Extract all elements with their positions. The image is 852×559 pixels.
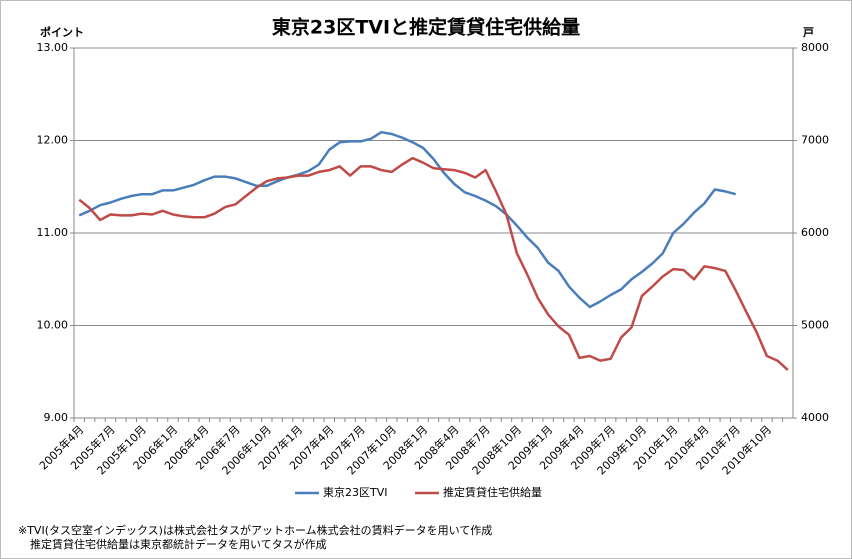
footnote: 推定賃貸住宅供給量は東京都統計データを用いてタスが作成 bbox=[30, 537, 327, 551]
y2-tick-label: 5000 bbox=[801, 319, 829, 332]
y-axis-label: ポイント bbox=[40, 25, 84, 39]
y-tick-label: 11.00 bbox=[37, 226, 69, 239]
y2-tick-label: 8000 bbox=[801, 41, 829, 54]
y-tick-label: 10.00 bbox=[37, 319, 69, 332]
chart-title: 東京23区TVIと推定賃貸住宅供給量 bbox=[272, 16, 580, 39]
legend-label: 東京23区TVI bbox=[323, 485, 388, 499]
y2-tick-label: 6000 bbox=[801, 226, 829, 239]
y-tick-label: 13.00 bbox=[37, 41, 69, 54]
y2-tick-label: 7000 bbox=[801, 134, 829, 147]
y2-axis-label: 戸 bbox=[803, 26, 814, 39]
y-tick-label: 12.00 bbox=[37, 134, 69, 147]
y2-tick-label: 4000 bbox=[801, 411, 829, 424]
line-series bbox=[78, 130, 737, 309]
footnote: ※TVI(タス空室インデックス)は株式会社タスがアットホーム株式会社の賃料データ… bbox=[18, 523, 492, 537]
line-series bbox=[78, 156, 789, 371]
y-tick-label: 9.00 bbox=[44, 411, 69, 424]
legend-label: 推定賃貸住宅供給量 bbox=[443, 485, 542, 499]
